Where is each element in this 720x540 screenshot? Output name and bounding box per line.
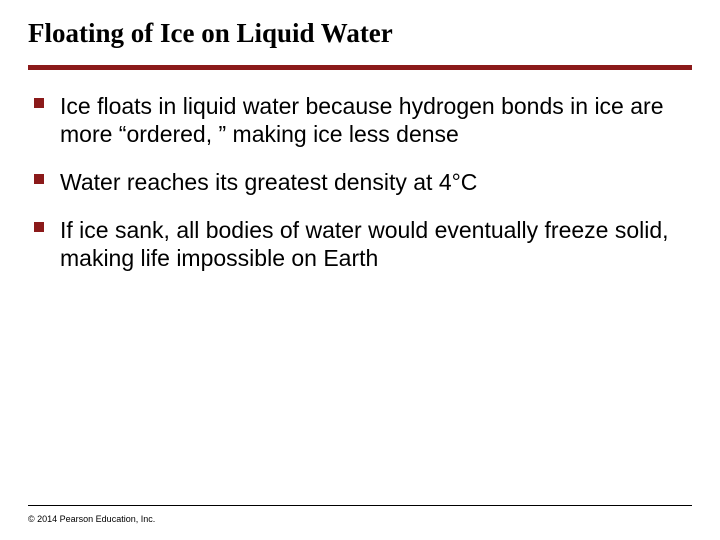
bullet-text: If ice sank, all bodies of water would e…: [60, 217, 669, 271]
bullet-text: Ice floats in liquid water because hydro…: [60, 93, 663, 147]
bullet-text: Water reaches its greatest density at 4°…: [60, 169, 477, 195]
title-divider: [28, 65, 692, 70]
bullet-marker-icon: [34, 174, 44, 184]
bullet-item: Water reaches its greatest density at 4°…: [34, 168, 684, 196]
slide-container: Floating of Ice on Liquid Water Ice floa…: [0, 0, 720, 540]
slide-title: Floating of Ice on Liquid Water: [28, 18, 692, 49]
copyright-text: © 2014 Pearson Education, Inc.: [28, 514, 155, 524]
bullet-item: Ice floats in liquid water because hydro…: [34, 92, 684, 148]
bullet-item: If ice sank, all bodies of water would e…: [34, 216, 684, 272]
footer-divider: [28, 505, 692, 506]
bullet-list: Ice floats in liquid water because hydro…: [28, 92, 692, 272]
bullet-marker-icon: [34, 222, 44, 232]
bullet-marker-icon: [34, 98, 44, 108]
